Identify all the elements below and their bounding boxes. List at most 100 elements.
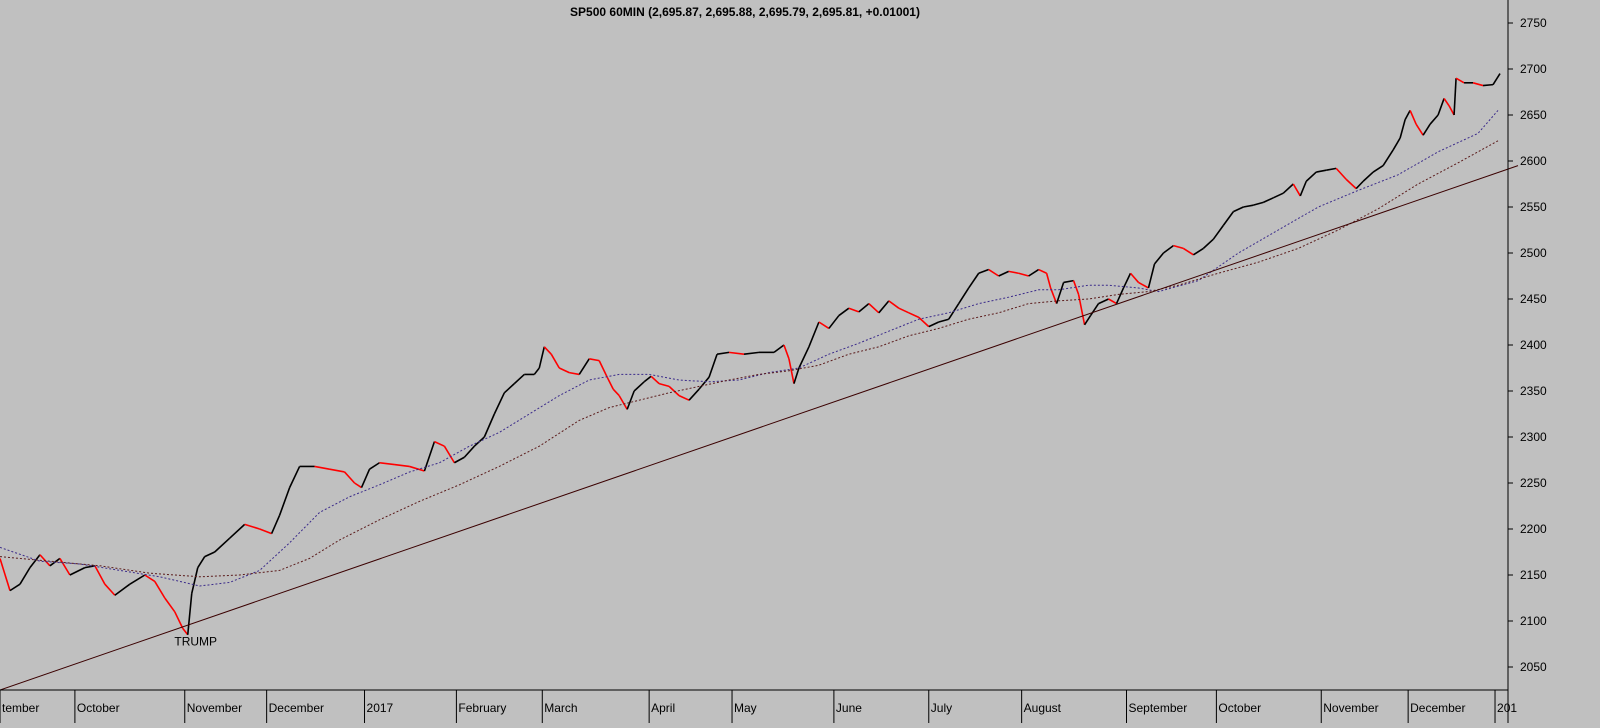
price-segment (783, 344, 790, 360)
y-tick-label: 2250 (1520, 476, 1547, 490)
price-segment (1437, 98, 1445, 116)
price-segment (633, 381, 645, 392)
price-segment (838, 307, 850, 317)
price-segment (1429, 114, 1439, 125)
price-segment (589, 358, 600, 362)
price-segment (1129, 272, 1140, 283)
price-segment (1305, 171, 1317, 182)
x-tick-label: December (1410, 701, 1465, 715)
y-tick-label: 2700 (1520, 62, 1547, 76)
price-segment (858, 302, 870, 313)
price-segment (1455, 77, 1465, 84)
price-segment (164, 597, 176, 613)
price-segment (1372, 164, 1384, 173)
price-segment (288, 466, 301, 488)
price-segment (928, 321, 940, 328)
price-segment (658, 382, 670, 388)
price-segment (1272, 192, 1284, 199)
x-tick-label: April (651, 701, 675, 715)
y-tick-label: 2550 (1520, 200, 1547, 214)
price-segment (197, 556, 206, 569)
price-segment (493, 392, 506, 415)
x-tick-label: March (544, 701, 577, 715)
price-segment (1147, 263, 1156, 289)
price-segment (1192, 247, 1204, 256)
price-segment (968, 272, 980, 289)
price-segment (513, 373, 525, 385)
price-segment (270, 514, 281, 534)
price-segment (443, 445, 456, 464)
price-segment (1253, 201, 1264, 206)
price-segment (1326, 167, 1337, 171)
price-segment (1316, 169, 1327, 173)
price-segment (773, 344, 785, 354)
price-segment (129, 574, 146, 585)
price-segment (798, 346, 810, 369)
price-segment (483, 413, 496, 438)
price-segment (558, 367, 570, 374)
x-tick-label: October (77, 701, 120, 715)
x-tick-label: September (1129, 701, 1188, 715)
price-segment (698, 376, 710, 390)
price-segment (818, 321, 830, 330)
price-segment (204, 551, 216, 558)
price-segment (314, 465, 330, 470)
price-segment (1448, 105, 1455, 116)
price-segment (104, 583, 116, 596)
price-segment (668, 385, 680, 397)
y-tick-label: 2100 (1520, 614, 1547, 628)
x-tick-label: December (269, 701, 324, 715)
price-segment (1153, 252, 1165, 265)
price-segment (598, 360, 608, 378)
price-segment (394, 463, 410, 468)
price-segment (0, 558, 11, 591)
price-segment (369, 462, 380, 470)
price-segment (1212, 224, 1225, 240)
price-segment (643, 375, 652, 383)
price-segment (1335, 167, 1347, 180)
price-segment (244, 523, 260, 530)
price-segment (716, 351, 730, 355)
price-segment (533, 367, 540, 375)
moving-average-line (0, 110, 1499, 587)
price-segment (1233, 206, 1244, 213)
y-tick-label: 2200 (1520, 522, 1547, 536)
price-segment (1138, 281, 1149, 289)
price-segment (1083, 315, 1092, 326)
chart-title: SP500 60MIN (2,695.87, 2,695.88, 2,695.7… (570, 5, 920, 19)
price-segment (569, 371, 580, 376)
price-segment (1409, 110, 1417, 125)
price-segment (728, 351, 745, 355)
x-tick-label: November (187, 701, 242, 715)
price-segment (354, 482, 362, 489)
price-segment (958, 287, 970, 305)
price-segment (454, 456, 465, 464)
x-axis-ticks: tember October November December 2017 Februar… (0, 690, 1517, 723)
x-tick-label: August (1024, 701, 1062, 715)
price-segment (938, 318, 949, 323)
price-segment (174, 611, 184, 629)
price-segment (1243, 204, 1254, 208)
price-segment (1115, 287, 1125, 304)
price-segment (154, 581, 166, 599)
price-segment (94, 565, 106, 585)
price-segment (503, 383, 515, 394)
price-segment (868, 303, 880, 314)
price-segment (1008, 270, 1019, 275)
price-segment (1162, 244, 1174, 254)
y-axis-ticks: 2050 2100 2150 2200 2250 2300 2350 2400 2450 2500… (1508, 16, 1547, 674)
x-tick-label: July (931, 701, 952, 715)
series-layer (0, 73, 1519, 691)
price-segment (190, 567, 199, 594)
price-segment (1362, 171, 1374, 182)
price-segment (848, 307, 860, 313)
price-segment (259, 528, 272, 535)
price-segment (144, 574, 156, 583)
price-segment (1182, 247, 1194, 256)
price-segment (998, 270, 1009, 277)
price-segment (214, 537, 231, 553)
price-segment (898, 307, 910, 314)
price-segment (743, 351, 760, 355)
